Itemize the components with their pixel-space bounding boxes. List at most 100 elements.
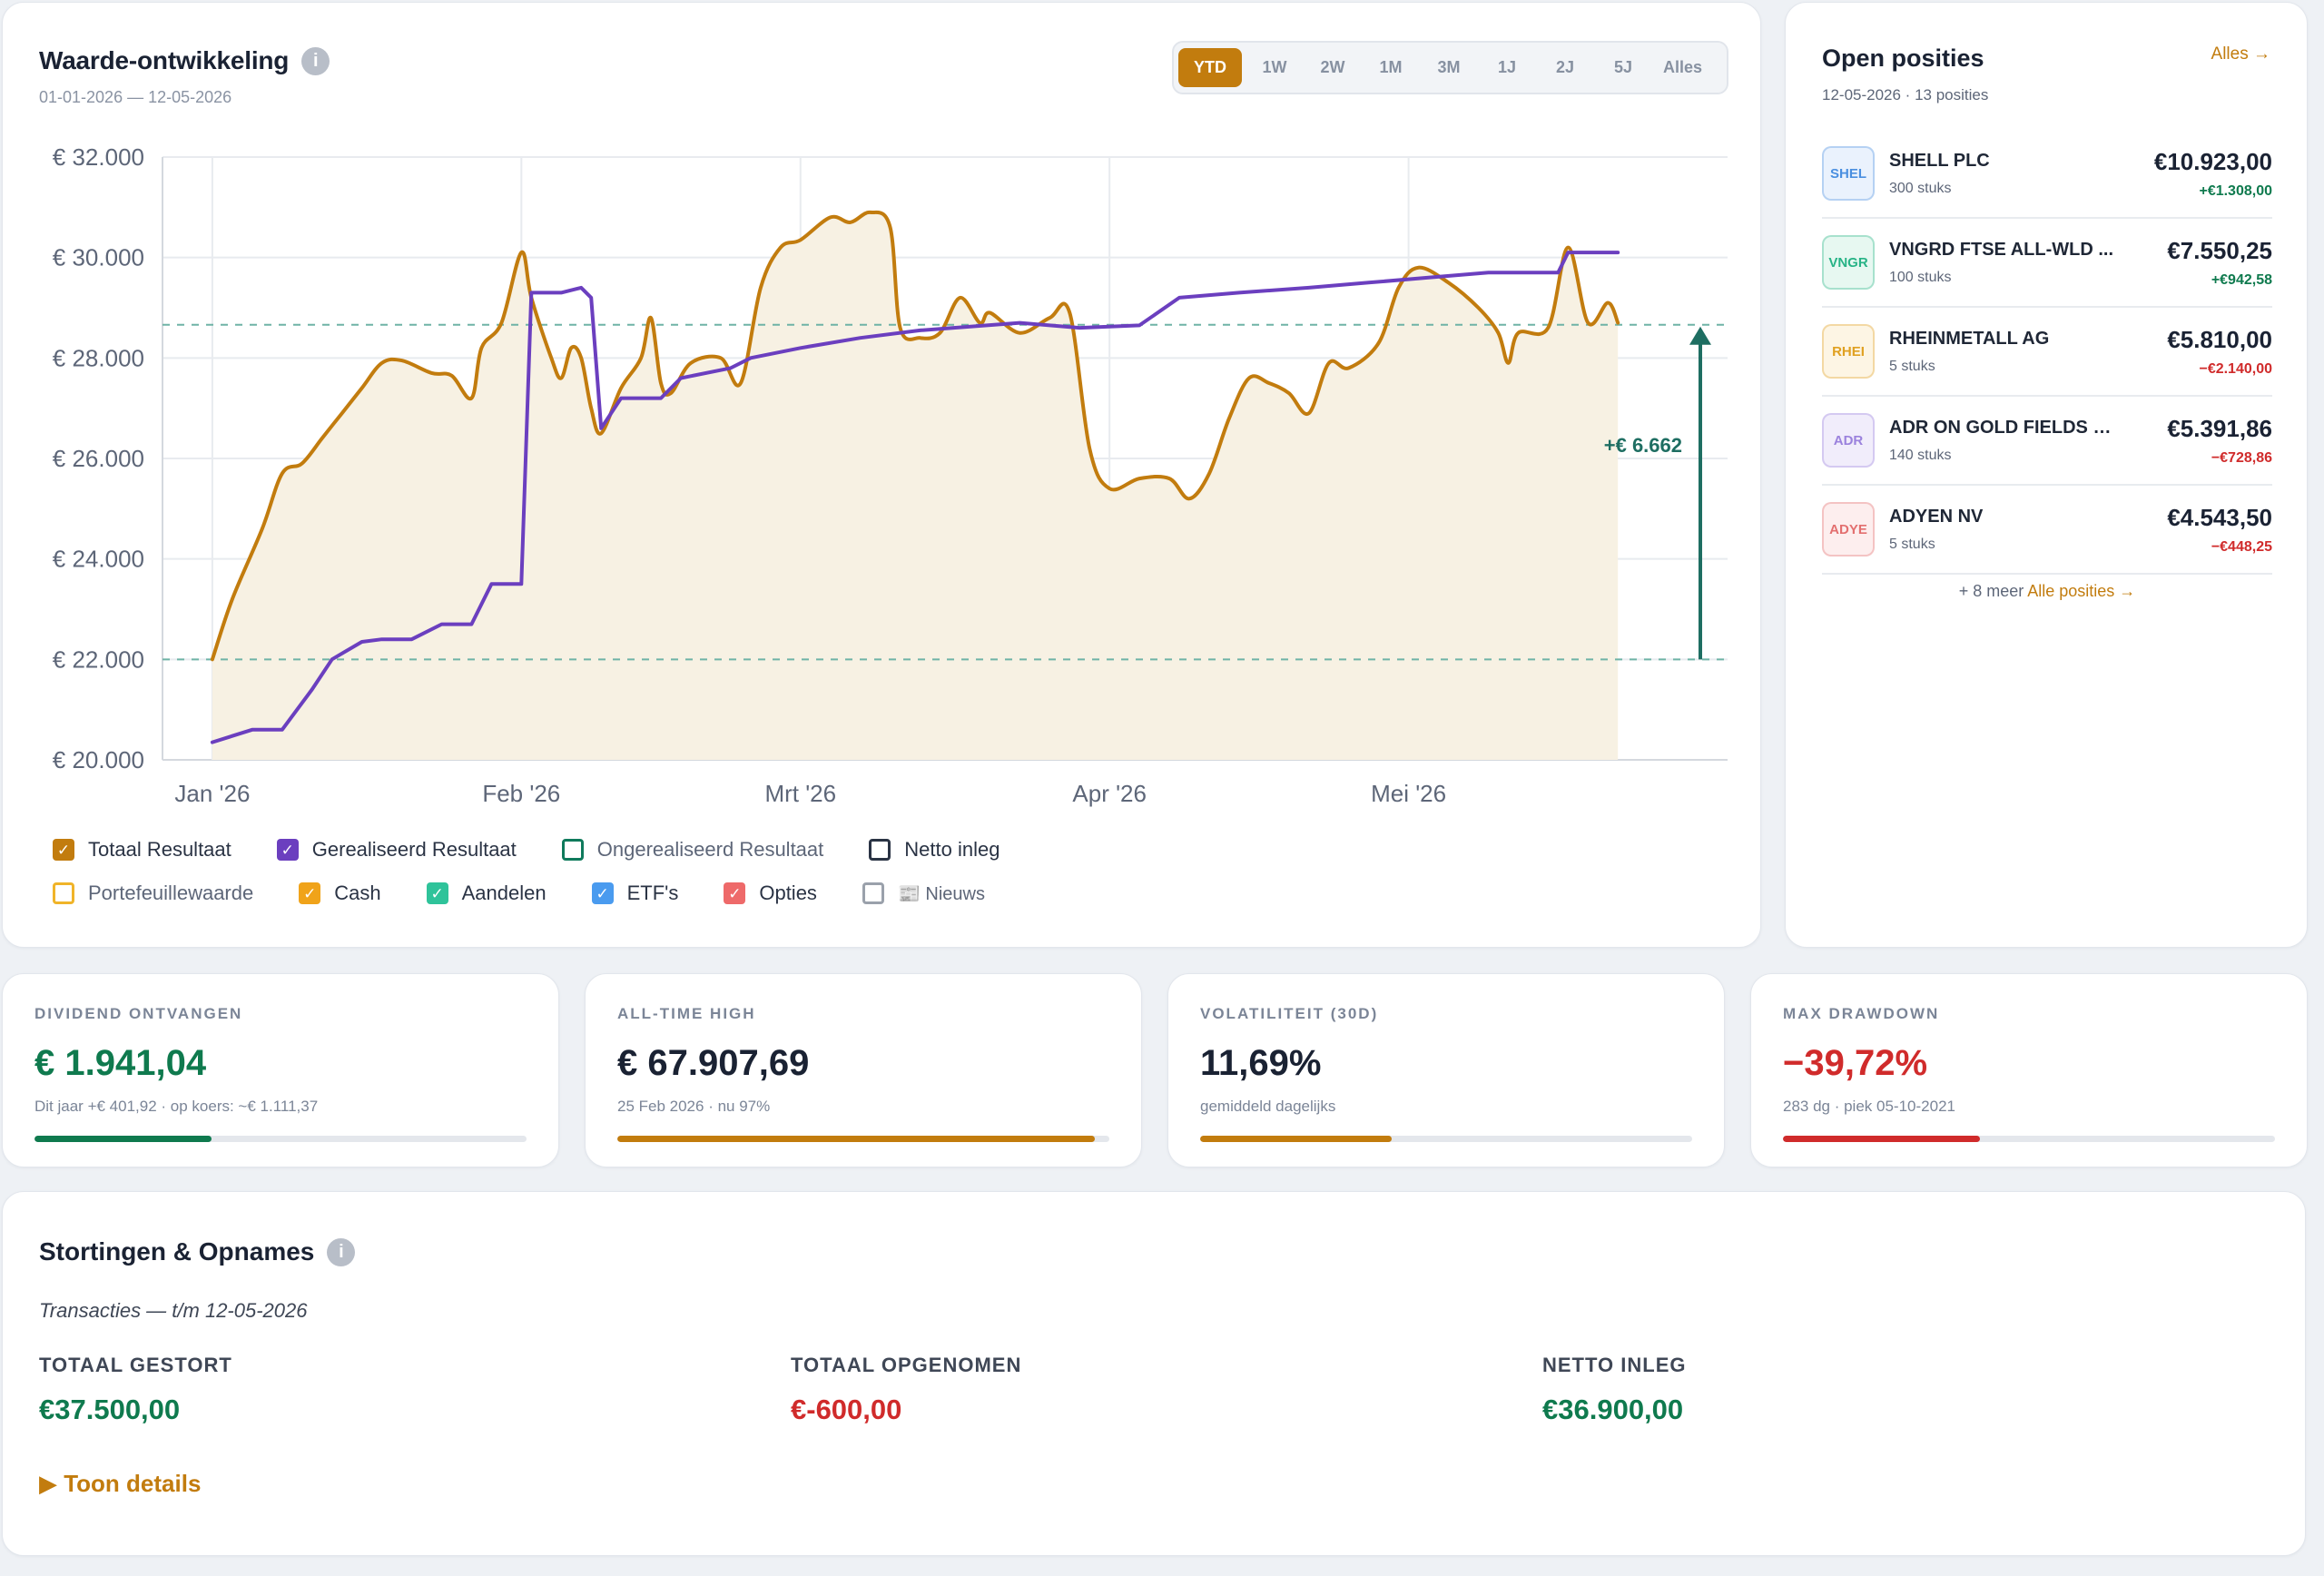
legend-label: Totaal Resultaat <box>88 838 231 861</box>
ticker-badge: ADR <box>1822 413 1875 468</box>
checkbox-checked-icon[interactable]: ✓ <box>591 882 614 904</box>
total-withdrawn: TOTAAL OPGENOMEN €-600,00 <box>791 1354 1021 1426</box>
position-row[interactable]: ADR ADR ON GOLD FIELDS LTD 140 stuks €5.391… <box>1822 397 2272 486</box>
series-line <box>210 251 1620 744</box>
stat-label: ALL-TIME HIGH <box>617 1005 756 1022</box>
total-withdrawn-label: TOTAAL OPGENOMEN <box>791 1354 1022 1376</box>
legend-item[interactable]: ✓ Opties <box>724 882 817 905</box>
position-values: €10.923,00 +€1.308,00 <box>2154 148 2272 200</box>
positions-more-count: + 8 meer <box>1958 582 2024 600</box>
position-name: SHELL PLC <box>1889 150 1990 171</box>
stat-label: MAX DRAWDOWN <box>1783 1005 1940 1022</box>
stat-value: −39,72% <box>1783 1043 1928 1083</box>
y-tick-label: € 24.000 <box>53 546 144 573</box>
position-pl: −€2.140,00 <box>2199 360 2272 377</box>
stat-card-dividend: DIVIDEND ONTVANGEN € 1.941,04 Dit jaar +… <box>2 973 559 1167</box>
deposits-subtitle: Transacties — t/m 12-05-2026 <box>39 1299 308 1322</box>
legend-label: 📰 Nieuws <box>897 883 985 904</box>
legend-item[interactable]: Ongerealiseerd Resultaat <box>561 838 823 862</box>
checkbox-unchecked-icon[interactable] <box>561 839 584 861</box>
position-name: ADR ON GOLD FIELDS LTD <box>1889 417 2116 438</box>
range-tab-1m[interactable]: 1M <box>1379 58 1403 76</box>
position-row[interactable]: VNGR VNGRD FTSE ALL-WLD ... 100 stuks €7.55… <box>1822 219 2272 308</box>
position-name: VNGRD FTSE ALL-WLD ... <box>1889 239 2114 260</box>
range-tab-2j[interactable]: 2J <box>1555 58 1575 76</box>
range-tab-3m[interactable]: 3M <box>1437 58 1461 76</box>
stat-progress-fill <box>1783 1136 1980 1142</box>
position-row[interactable]: ADYE ADYEN NV 5 stuks €4.543,50 −€448,25 <box>1822 486 2272 575</box>
range-tab-1w[interactable]: 1W <box>1262 58 1287 76</box>
position-pl: −€728,86 <box>2211 449 2272 466</box>
info-icon[interactable]: i <box>327 1237 356 1266</box>
position-values: €4.543,50 −€448,25 <box>2167 504 2272 556</box>
position-info: ADYEN NV 5 stuks <box>1889 507 2167 553</box>
legend-item[interactable]: Netto inleg <box>869 838 1000 862</box>
position-value: €5.810,00 <box>2167 325 2272 353</box>
position-row[interactable]: RHEI RHEINMETALL AG 5 stuks €5.810,00 −€2.14… <box>1822 308 2272 397</box>
y-tick-label: € 30.000 <box>53 244 144 271</box>
position-row[interactable]: SHEL SHELL PLC 300 stuks €10.923,00 +€1.308,… <box>1822 130 2272 219</box>
range-tab-alles[interactable]: Alles <box>1663 58 1703 76</box>
chart-date-range: 01-01-2026 — 12-05-2026 <box>39 88 232 106</box>
range-tab-1j[interactable]: 1J <box>1497 58 1517 76</box>
legend-item[interactable]: ✓ ETF's <box>591 882 678 905</box>
checkbox-unchecked-icon[interactable] <box>862 882 884 904</box>
checkbox-checked-icon[interactable]: ✓ <box>299 882 321 904</box>
legend-item[interactable]: ✓ Aandelen <box>426 882 547 905</box>
stat-label: VOLATILITEIT (30D) <box>1200 1005 1379 1022</box>
position-info: VNGRD FTSE ALL-WLD ... 100 stuks <box>1889 240 2167 286</box>
position-info: RHEINMETALL AG 5 stuks <box>1889 329 2167 375</box>
checkbox-checked-icon[interactable]: ✓ <box>276 839 299 861</box>
chart-title-text: Waarde-ontwikkeling <box>39 46 290 74</box>
position-pl: −€448,25 <box>2211 538 2272 555</box>
positions-all-link[interactable]: Alles → <box>2211 44 2270 64</box>
range-tab-ytd[interactable]: YTD <box>1178 48 1242 87</box>
range-tab-2w[interactable]: 2W <box>1320 58 1345 76</box>
checkbox-checked-icon[interactable]: ✓ <box>426 882 448 904</box>
ticker-badge: RHEI <box>1822 324 1875 379</box>
legend-item[interactable]: ✓ Gerealiseerd Resultaat <box>276 838 517 862</box>
position-quantity: 300 stuks <box>1889 180 1952 196</box>
legend-label: Aandelen <box>461 882 547 904</box>
position-values: €7.550,25 +€942,58 <box>2167 237 2272 289</box>
stat-progress-bar <box>1200 1136 1692 1142</box>
stat-progress-fill <box>34 1136 212 1142</box>
deposits-title: Stortingen & Opnames i <box>39 1237 356 1266</box>
legend-item[interactable]: 📰 Nieuws <box>862 882 985 905</box>
checkbox-unchecked-icon[interactable] <box>53 882 74 904</box>
chart-title: Waarde-ontwikkeling i <box>39 46 330 75</box>
show-details-toggle[interactable]: ▶ Toon details <box>39 1470 202 1497</box>
ticker-badge: VNGR <box>1822 235 1875 290</box>
legend-item[interactable]: ✓ Totaal Resultaat <box>53 838 231 862</box>
checkbox-checked-icon[interactable]: ✓ <box>53 839 74 861</box>
info-icon[interactable]: i <box>301 46 330 75</box>
stat-subtext: 25 Feb 2026 · nu 97% <box>617 1098 771 1115</box>
all-positions-link[interactable]: Alle posities → <box>2027 582 2136 600</box>
y-tick-label: € 32.000 <box>53 143 144 171</box>
legend-label: Netto inleg <box>904 838 1000 861</box>
legend-item[interactable]: Portefeuillewaarde <box>53 882 253 905</box>
net-deposits-label: NETTO INLEG <box>1542 1354 1687 1376</box>
position-quantity: 140 stuks <box>1889 447 1952 463</box>
stat-card-volatility: VOLATILITEIT (30D) 11,69% gemiddeld dage… <box>1167 973 1725 1167</box>
position-pl: +€1.308,00 <box>2199 182 2272 199</box>
position-quantity: 100 stuks <box>1889 269 1952 285</box>
position-value: €5.391,86 <box>2167 414 2272 442</box>
stat-subtext: gemiddeld dagelijks <box>1200 1098 1336 1115</box>
position-name: RHEINMETALL AG <box>1889 328 2050 349</box>
x-tick-label: Mei '26 <box>1371 780 1446 807</box>
checkbox-checked-icon[interactable]: ✓ <box>724 882 746 904</box>
x-tick-label: Mrt '26 <box>764 780 836 807</box>
legend-label: Gerealiseerd Resultaat <box>311 838 517 861</box>
total-deposited: TOTAAL GESTORT €37.500,00 <box>39 1354 232 1426</box>
stat-subtext: Dit jaar +€ 401,92 · op koers: ~€ 1.111,… <box>34 1098 319 1115</box>
positions-title: Open posities <box>1822 44 1984 72</box>
arrow-head-icon <box>1689 326 1711 345</box>
series-line <box>210 210 1620 662</box>
stat-progress-fill <box>617 1136 1095 1142</box>
legend-item[interactable]: ✓ Cash <box>299 882 381 905</box>
range-tab-5j[interactable]: 5J <box>1613 58 1633 76</box>
checkbox-unchecked-icon[interactable] <box>869 839 891 861</box>
position-value: €10.923,00 <box>2153 147 2272 175</box>
position-values: €5.391,86 −€728,86 <box>2167 415 2272 467</box>
